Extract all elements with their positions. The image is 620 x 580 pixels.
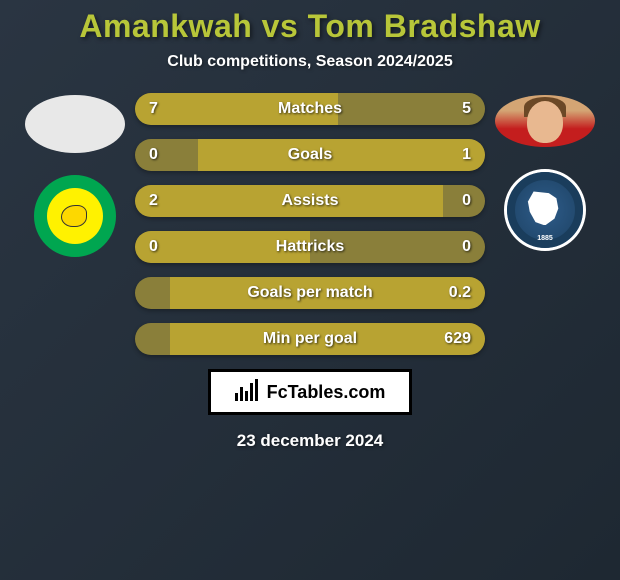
main-container: Amankwah vs Tom Bradshaw Club competitio… xyxy=(0,0,620,580)
player1-column xyxy=(25,95,125,257)
player1-photo xyxy=(25,95,125,153)
stat-value-right: 0 xyxy=(462,238,471,256)
stat-value-right: 0 xyxy=(462,192,471,210)
stat-value-right: 5 xyxy=(462,100,471,118)
stat-value-left: 7 xyxy=(149,100,158,118)
stat-label: Hattricks xyxy=(276,238,344,256)
date-text: 23 december 2024 xyxy=(237,431,384,451)
stat-bar-assists: 2 0 Assists xyxy=(135,185,485,217)
stat-label: Assists xyxy=(282,192,339,210)
comparison-area: 7 5 Matches 0 1 Goals 2 0 Assists 0 0 Hattricks 0.2 G… xyxy=(10,93,610,355)
comparison-title: Amankwah vs Tom Bradshaw xyxy=(79,8,540,45)
stat-value-right: 0.2 xyxy=(449,284,471,302)
stat-label: Matches xyxy=(278,100,342,118)
stat-value-left: 0 xyxy=(149,146,158,164)
stat-value-right: 629 xyxy=(444,330,471,348)
brand-text: FcTables.com xyxy=(267,382,386,403)
season-subtitle: Club competitions, Season 2024/2025 xyxy=(167,53,452,71)
stat-label: Goals xyxy=(288,146,332,164)
millwall-year: 1885 xyxy=(537,235,553,242)
brand-badge: FcTables.com xyxy=(208,369,412,415)
norwich-badge-inner xyxy=(47,188,103,244)
stat-value-right: 1 xyxy=(462,146,471,164)
stat-bar-min-per-goal: 629 Min per goal xyxy=(135,323,485,355)
canary-icon xyxy=(61,205,87,227)
stat-label: Goals per match xyxy=(247,284,372,302)
stats-column: 7 5 Matches 0 1 Goals 2 0 Assists 0 0 Hattricks 0.2 G… xyxy=(135,93,485,355)
player2-face xyxy=(527,101,563,143)
stat-label: Min per goal xyxy=(263,330,357,348)
stat-bar-hattricks: 0 0 Hattricks xyxy=(135,231,485,263)
player2-photo xyxy=(495,95,595,147)
player1-club-badge xyxy=(34,175,116,257)
stat-fill-right xyxy=(198,139,485,171)
stat-value-left: 2 xyxy=(149,192,158,210)
stat-bar-goals: 0 1 Goals xyxy=(135,139,485,171)
stat-bar-goals-per-match: 0.2 Goals per match xyxy=(135,277,485,309)
player2-column: 1885 xyxy=(495,95,595,251)
player2-club-badge: 1885 xyxy=(504,169,586,251)
stat-bar-matches: 7 5 Matches xyxy=(135,93,485,125)
fctables-logo-icon xyxy=(235,379,261,405)
stat-value-left: 0 xyxy=(149,238,158,256)
